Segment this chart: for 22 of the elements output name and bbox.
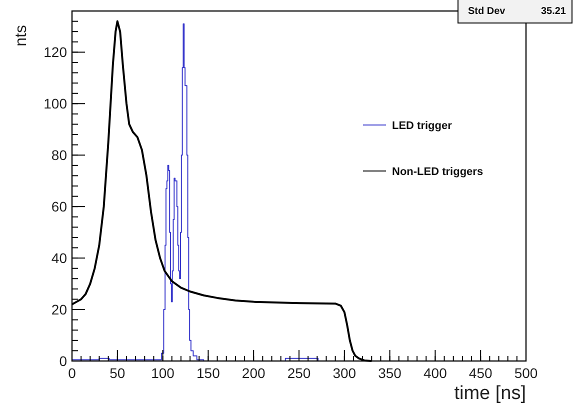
x-tick-label: 250 (287, 365, 311, 381)
y-axis-title: nts (13, 25, 30, 46)
y-tick-label: 100 (44, 96, 68, 112)
x-tick-label: 300 (332, 365, 356, 381)
y-tick-label: 40 (51, 250, 68, 266)
y-tick-label: 80 (51, 147, 68, 164)
x-tick-label: 50 (110, 365, 126, 381)
x-tick-label: 150 (196, 365, 220, 381)
y-tick-label: 120 (44, 44, 68, 60)
x-tick-label: 400 (424, 365, 448, 381)
y-tick-label: 20 (51, 302, 68, 318)
x-tick-label: 450 (468, 365, 492, 381)
x-tick-label: 350 (378, 365, 402, 381)
y-tick-label: 60 (51, 198, 68, 215)
legend-label: Non-LED triggers (392, 166, 484, 178)
x-axis-title: time [ns] (454, 383, 526, 404)
x-tick-label: 500 (514, 365, 538, 381)
x-tick-label: 100 (151, 365, 175, 381)
legend-label: LED trigger (392, 120, 453, 132)
x-tick-label: 200 (242, 365, 266, 381)
text: Std Dev 35.21 (468, 6, 566, 17)
y-tick-label: 0 (59, 353, 68, 369)
